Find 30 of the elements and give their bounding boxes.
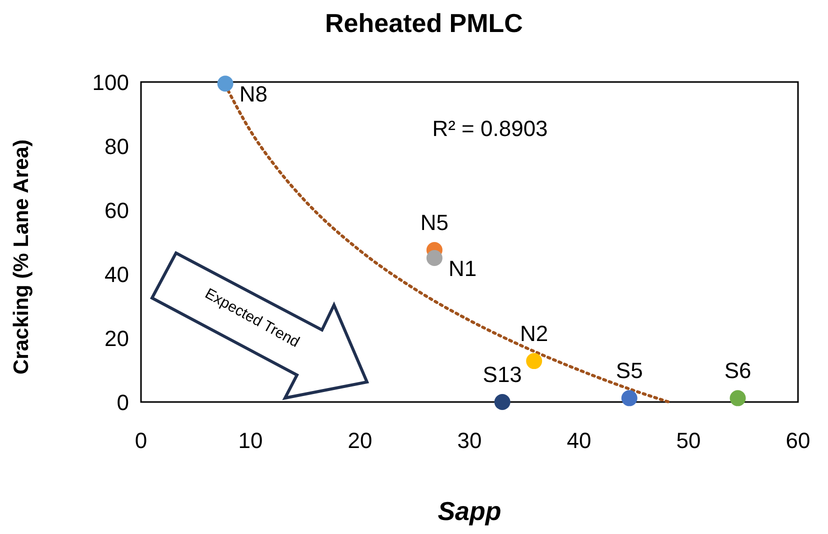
series-label: N2 — [520, 321, 548, 346]
y-tick-label: 100 — [92, 70, 129, 95]
series-label: S13 — [482, 362, 522, 387]
series-label: N8 — [239, 82, 268, 107]
y-tick-label: 0 — [116, 390, 129, 415]
x-axis-title: Sapp — [438, 496, 502, 526]
x-tick-label: 60 — [786, 428, 810, 453]
x-tick-label: 20 — [348, 428, 372, 453]
y-tick-label: 40 — [104, 262, 129, 287]
x-tick-label: 40 — [566, 428, 592, 453]
series-label: N1 — [448, 256, 477, 281]
y-axis-title: Cracking (% Lane Area) — [10, 140, 33, 374]
series-label: S5 — [616, 358, 643, 384]
point — [730, 390, 746, 406]
annotation: R² = 0.8903 — [432, 116, 548, 141]
series-label: S6 — [724, 358, 752, 384]
point — [426, 250, 442, 266]
series-label: N5 — [420, 210, 449, 235]
point — [217, 76, 234, 92]
x-tick-label: 10 — [238, 428, 263, 453]
x-tick-label: 0 — [134, 428, 148, 453]
point — [494, 394, 510, 410]
y-tick-label: 80 — [104, 134, 129, 159]
x-tick-label: 30 — [457, 428, 482, 453]
y-tick-label: 20 — [104, 326, 129, 351]
y-tick-label: 60 — [104, 198, 129, 223]
chart-title: Reheated PMLC — [325, 8, 524, 38]
point — [621, 390, 638, 406]
point — [526, 353, 542, 370]
x-tick-label: 50 — [676, 428, 701, 453]
